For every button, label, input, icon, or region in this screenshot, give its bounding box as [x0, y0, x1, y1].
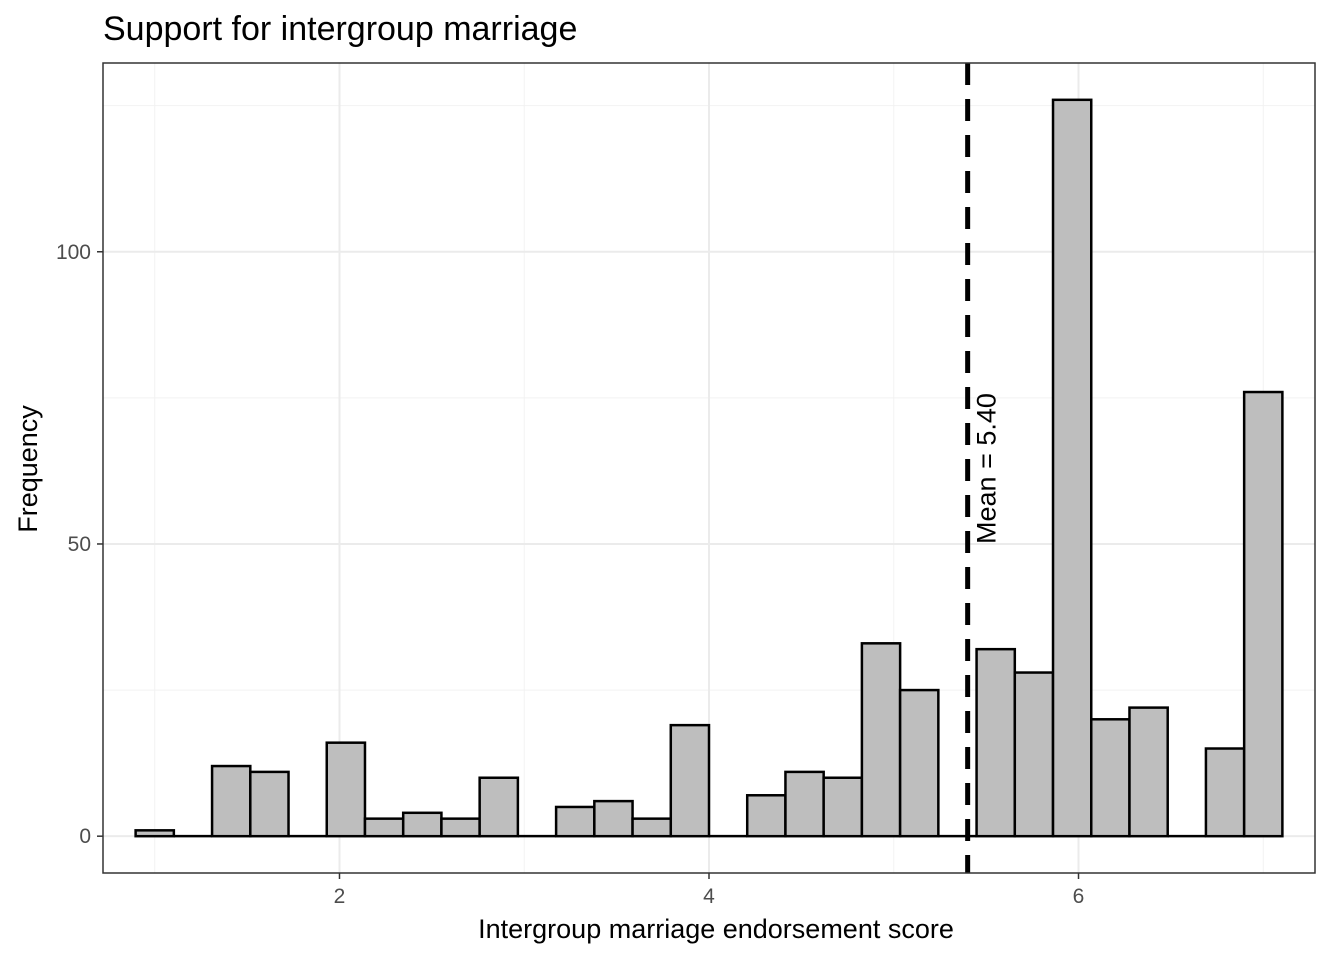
y-axis-title: Frequency — [13, 405, 43, 533]
histogram-bar — [325, 741, 367, 838]
histogram-bar — [554, 805, 596, 838]
histogram-bar — [1242, 390, 1284, 838]
y-tick-label: 50 — [68, 533, 91, 556]
histogram-bar — [1204, 747, 1246, 838]
histogram-bar — [210, 764, 252, 838]
histogram-bar — [822, 776, 864, 838]
x-tick-label: 2 — [334, 885, 346, 908]
histogram-bar — [631, 817, 673, 838]
histogram-bar — [784, 770, 825, 838]
histogram-bar — [440, 817, 481, 838]
histogram-bar — [363, 817, 405, 838]
histogram-bar — [1128, 706, 1169, 838]
histogram-bar — [593, 799, 634, 838]
x-axis-title: Intergroup marriage endorsement score — [478, 914, 954, 944]
y-tick-label: 0 — [79, 825, 91, 848]
histogram-bar — [669, 723, 711, 838]
mean-annotation: Mean = 5.40 — [972, 393, 1002, 544]
histogram-bar — [249, 770, 290, 838]
histogram-bar — [134, 829, 176, 838]
histogram-bar — [478, 776, 520, 838]
y-tick-label: 100 — [56, 241, 91, 264]
histogram-bar — [745, 794, 787, 838]
histogram-bar — [898, 688, 940, 838]
histogram-bar — [401, 811, 443, 838]
histogram-bar — [1090, 718, 1131, 838]
histogram-bar — [975, 647, 1017, 838]
chart-title: Support for intergroup marriage — [103, 10, 577, 48]
histogram-bar — [1013, 671, 1055, 838]
histogram-bar — [1051, 98, 1093, 838]
x-tick-label: 4 — [703, 885, 715, 908]
histogram-bar — [860, 642, 902, 838]
x-tick-label: 6 — [1073, 885, 1085, 908]
